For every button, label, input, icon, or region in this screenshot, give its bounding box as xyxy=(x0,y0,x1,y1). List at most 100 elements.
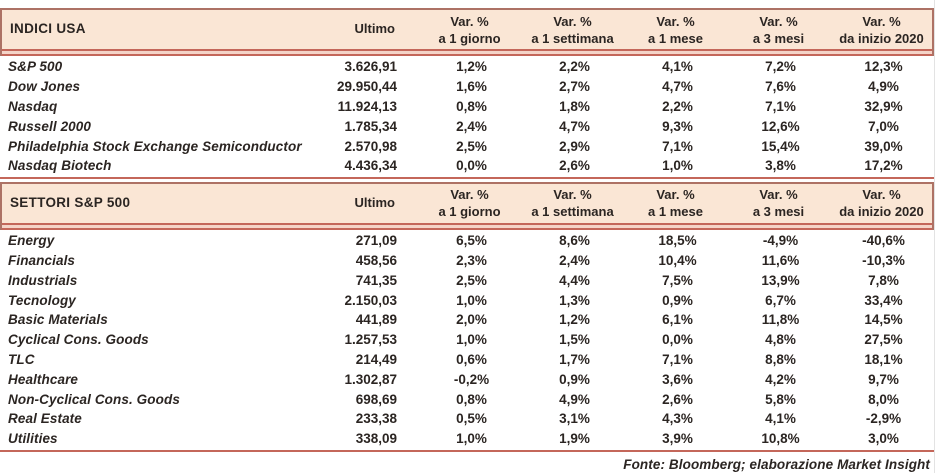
var-value: 4,8% xyxy=(765,332,796,348)
column-header-var: Var. % a 3 mesi xyxy=(727,186,830,220)
var-value: 1,8% xyxy=(559,99,590,115)
var-value: -0,2% xyxy=(453,371,490,387)
table-row: Cyclical Cons. Goods 1.257,53 1,0% 1,5% 0,… xyxy=(0,331,934,351)
column-header-var: Var. % da inizio 2020 xyxy=(830,13,932,47)
column-header-var: Var. % a 3 mesi xyxy=(727,13,830,47)
table-row: Dow Jones 29.950,44 1,6% 2,7% 4,7% 7,6% 4,9% xyxy=(0,78,934,98)
table-row: Financials 458,56 2,3% 2,4% 10,4% 11,6% -10,… xyxy=(0,252,934,272)
var-value: 4,1% xyxy=(662,59,693,75)
var-label: Var. % xyxy=(450,187,489,203)
var-label: Var. % xyxy=(862,187,901,203)
var-label: Var. % xyxy=(553,187,592,203)
var-value: 1,6% xyxy=(456,79,487,95)
ultimo-value: 271,09 xyxy=(355,233,397,249)
section-header-row: INDICI USA Ultimo Var. % a 1 giorno Var.… xyxy=(2,10,932,49)
var-label: Var. % xyxy=(656,13,695,29)
ultimo-value: 338,09 xyxy=(355,431,397,447)
ultimo-value: 458,56 xyxy=(355,253,397,269)
section-rows: Energy 271,09 6,5% 8,6% 18,5% -4,9% -40,6% F… xyxy=(0,230,934,450)
var-value: 0,0% xyxy=(662,332,693,348)
var-value: 4,3% xyxy=(662,411,693,427)
var-value: 10,8% xyxy=(761,431,800,447)
var-value: 2,7% xyxy=(559,79,590,95)
row-label: Tecnology xyxy=(8,292,76,308)
var-value: 0,9% xyxy=(662,292,693,308)
row-label: Financials xyxy=(8,253,76,269)
row-label: TLC xyxy=(8,352,35,368)
var-period-label: a 1 settimana xyxy=(531,204,614,220)
var-label: Var. % xyxy=(759,13,798,29)
ultimo-value: 1.257,53 xyxy=(344,332,397,348)
var-value: 2,9% xyxy=(559,138,590,154)
var-value: 17,2% xyxy=(864,158,903,174)
ultimo-value: 2.570,98 xyxy=(344,138,397,154)
row-label: Industrials xyxy=(8,272,78,288)
var-value: 18,1% xyxy=(864,352,903,368)
var-value: 4,9% xyxy=(559,391,590,407)
section-header-row: SETTORI S&P 500 Ultimo Var. % a 1 giorno… xyxy=(2,184,932,223)
var-value: 3,8% xyxy=(765,158,796,174)
section-title: INDICI USA xyxy=(10,21,86,37)
var-value: 2,6% xyxy=(559,158,590,174)
table-row: Utilities 338,09 1,0% 1,9% 3,9% 10,8% 3,0% xyxy=(0,430,934,450)
section-header-band: INDICI USA Ultimo Var. % a 1 giorno Var.… xyxy=(0,8,934,56)
row-label: Non-Cyclical Cons. Goods xyxy=(8,391,180,407)
var-value: 7,2% xyxy=(765,59,796,75)
var-label: Var. % xyxy=(759,187,798,203)
var-value: 27,5% xyxy=(864,332,903,348)
var-value: 4,4% xyxy=(559,272,590,288)
ultimo-value: 11.924,13 xyxy=(337,99,397,115)
var-value: 0,6% xyxy=(456,352,487,368)
var-value: 18,5% xyxy=(658,233,697,249)
var-value: 8,6% xyxy=(559,233,590,249)
ultimo-value: 441,89 xyxy=(355,312,397,328)
var-value: 8,8% xyxy=(765,352,796,368)
section-bottom-rule xyxy=(0,176,934,179)
var-value: 12,6% xyxy=(761,118,800,134)
var-value: 4,9% xyxy=(868,79,899,95)
row-label: Real Estate xyxy=(8,411,82,427)
var-value: 7,6% xyxy=(765,79,796,95)
var-value: 6,7% xyxy=(765,292,796,308)
column-header-var: Var. % a 1 mese xyxy=(624,13,727,47)
section-title: SETTORI S&P 500 xyxy=(10,194,131,210)
row-label: Basic Materials xyxy=(8,312,108,328)
var-value: 2,0% xyxy=(456,312,487,328)
row-label: Dow Jones xyxy=(8,79,81,95)
row-label: Russell 2000 xyxy=(8,118,92,134)
var-value: 1,9% xyxy=(559,431,590,447)
ultimo-value: 2.150,03 xyxy=(344,292,397,308)
var-value: 1,0% xyxy=(456,292,487,308)
column-header-var: Var. % a 1 settimana xyxy=(521,186,624,220)
table-row: Nasdaq Biotech 4.436,34 0,0% 2,6% 1,0% 3,8%… xyxy=(0,157,934,177)
var-value: 7,1% xyxy=(662,138,693,154)
section-bottom-rule xyxy=(0,449,934,452)
var-period-label: a 1 giorno xyxy=(438,204,501,220)
var-value: 33,4% xyxy=(864,292,903,308)
var-value: 1,5% xyxy=(559,332,590,348)
table-row: S&P 500 3.626,91 1,2% 2,2% 4,1% 7,2% 12,3% xyxy=(0,58,934,78)
column-header-var: Var. % a 1 mese xyxy=(624,186,727,220)
column-header-var: Var. % a 1 giorno xyxy=(418,13,521,47)
var-value: 2,2% xyxy=(559,59,590,75)
var-value: 6,1% xyxy=(662,312,693,328)
var-value: 13,9% xyxy=(761,272,800,288)
var-value: 0,5% xyxy=(456,411,487,427)
table-row: TLC 214,49 0,6% 1,7% 7,1% 8,8% 18,1% xyxy=(0,351,934,371)
table-row: Tecnology 2.150,03 1,0% 1,3% 0,9% 6,7% 33,4% xyxy=(0,291,934,311)
var-label: Var. % xyxy=(656,187,695,203)
var-value: 9,7% xyxy=(868,371,899,387)
var-period-label: da inizio 2020 xyxy=(839,204,924,220)
var-value: 5,8% xyxy=(765,391,796,407)
var-value: 1,2% xyxy=(559,312,590,328)
row-label: Nasdaq xyxy=(8,99,58,115)
var-period-label: da inizio 2020 xyxy=(839,30,924,46)
row-label: Nasdaq Biotech xyxy=(8,158,112,174)
var-value: 2,4% xyxy=(456,118,487,134)
var-value: 15,4% xyxy=(761,138,800,154)
table-row: Energy 271,09 6,5% 8,6% 18,5% -4,9% -40,6% xyxy=(0,232,934,252)
var-value: 14,5% xyxy=(864,312,903,328)
sections-container: INDICI USA Ultimo Var. % a 1 giorno Var.… xyxy=(0,8,934,452)
var-value: 9,3% xyxy=(662,118,693,134)
var-value: 10,4% xyxy=(658,253,697,269)
